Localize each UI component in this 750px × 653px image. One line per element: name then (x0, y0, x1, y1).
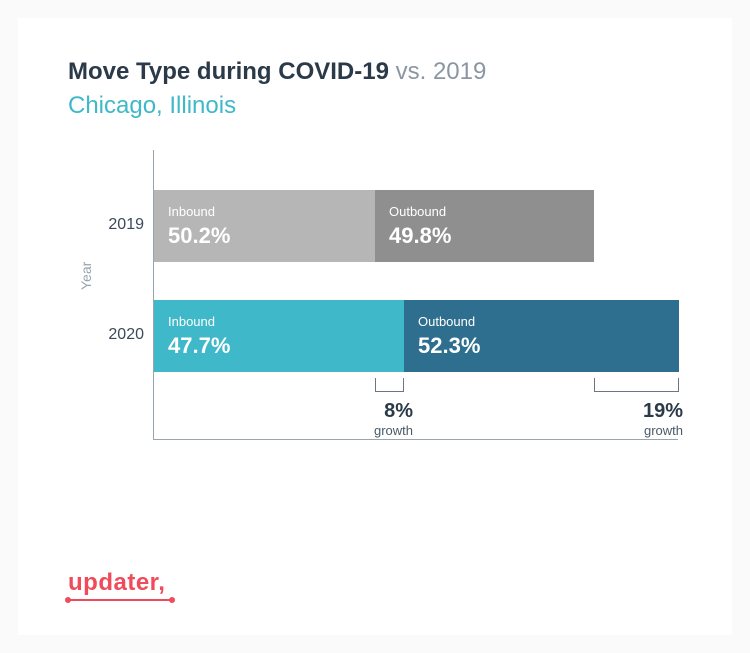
chart-area: Year 2019Inbound50.2%Outbound49.8%2020In… (98, 150, 682, 440)
plot-area: 2019Inbound50.2%Outbound49.8%2020Inbound… (153, 150, 678, 440)
bar-segment-2019-inbound: Inbound 50.2% (154, 190, 375, 262)
y-axis-label: Year (78, 262, 94, 290)
growth-pct: 19% (643, 400, 683, 423)
logo-text: updater (68, 569, 158, 596)
logo-comma: , (158, 569, 165, 596)
logo-dot-left (65, 597, 71, 603)
growth-pct: 8% (374, 400, 413, 423)
segment-label: Outbound (389, 204, 580, 219)
growth-word: growth (374, 423, 413, 438)
year-tick-2019: 2019 (99, 216, 144, 234)
bar-segment-2020-inbound: Inbound 47.7% (154, 300, 404, 372)
bar-row-2019: Inbound 50.2% Outbound 49.8% (154, 190, 594, 262)
segment-label: Outbound (418, 314, 665, 329)
segment-value: 49.8% (389, 223, 580, 249)
bar-row-2020: Inbound 47.7% Outbound 52.3% (154, 300, 679, 372)
bar-segment-2020-outbound: Outbound 52.3% (404, 300, 679, 372)
logo-dot-right (169, 597, 175, 603)
growth-label: 8%growth (374, 400, 413, 438)
growth-word: growth (643, 423, 683, 438)
growth-label: 19%growth (643, 400, 683, 438)
growth-bracket (594, 382, 679, 392)
title-light: vs. 2019 (389, 58, 486, 85)
chart-card: Move Type during COVID-19 vs. 2019 Chica… (18, 18, 732, 635)
chart-subtitle: Chicago, Illinois (68, 92, 682, 120)
segment-label: Inbound (168, 204, 361, 219)
title-bold: Move Type during COVID-19 (68, 58, 389, 85)
updater-logo: updater, (68, 569, 172, 601)
year-tick-2020: 2020 (99, 326, 144, 344)
chart-title: Move Type during COVID-19 vs. 2019 (68, 58, 682, 86)
segment-label: Inbound (168, 314, 390, 329)
logo-underline (68, 599, 172, 601)
segment-value: 50.2% (168, 223, 361, 249)
bar-segment-2019-outbound: Outbound 49.8% (375, 190, 594, 262)
segment-value: 47.7% (168, 333, 390, 359)
segment-value: 52.3% (418, 333, 665, 359)
growth-bracket (375, 382, 404, 392)
